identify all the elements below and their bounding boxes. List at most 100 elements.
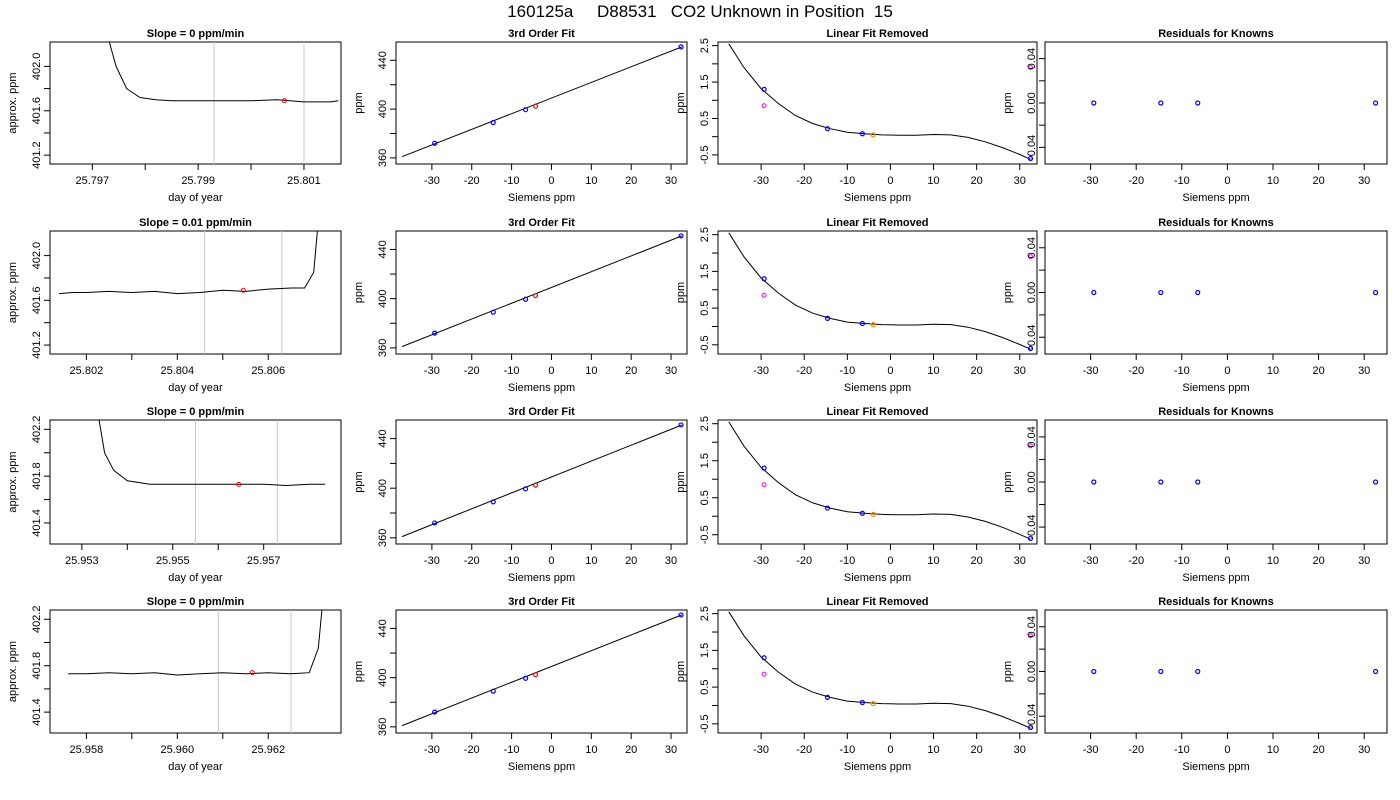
known-point — [522, 107, 529, 113]
y-tick-label: 401.4 — [31, 698, 43, 726]
y-tick-label: 2.5 — [699, 38, 711, 53]
y-axis-label: ppm — [1002, 282, 1014, 303]
panel-title: 3rd Order Fit — [508, 596, 575, 608]
x-tick-label: -20 — [796, 555, 812, 567]
known-point — [761, 276, 767, 282]
known-point — [1372, 668, 1379, 675]
y-axis-label: approx. ppm — [7, 451, 19, 512]
y-tick-label: 401.8 — [31, 462, 43, 490]
y-tick-label: 400 — [377, 289, 389, 307]
x-tick-label: 25.806 — [251, 365, 285, 377]
fit-curve — [728, 421, 1031, 540]
x-axis-label: Siemens ppm — [844, 382, 911, 394]
known-point — [678, 44, 684, 50]
x-tick-label: 25.960 — [160, 744, 194, 756]
y-tick-label: -0.5 — [699, 335, 711, 354]
y-tick-label: 0.5 — [699, 111, 711, 126]
y-tick-label: 402.2 — [31, 416, 43, 444]
x-tick-label: 30 — [665, 555, 677, 567]
known-point — [432, 330, 438, 336]
y-tick-label: 0.00 — [1026, 92, 1038, 113]
x-axis-label: Siemens ppm — [1182, 382, 1249, 394]
panel: 3rd Order Fit Siemens ppm ppm -30 -20 -10 0 10 2… — [353, 596, 688, 773]
plot-data — [401, 44, 684, 158]
y-axis-label: ppm — [353, 471, 365, 492]
x-tick-label: -20 — [1128, 555, 1144, 567]
x-tick-label: 10 — [927, 744, 939, 756]
fit-line — [401, 235, 682, 348]
offset-point — [1028, 633, 1034, 639]
x-tick-label: 10 — [927, 555, 939, 567]
x-tick-label: -30 — [1083, 744, 1099, 756]
plot-data — [401, 612, 684, 727]
y-tick-label: 0.04 — [1026, 616, 1038, 637]
y-tick-label: 401.8 — [31, 652, 43, 680]
x-tick-label: 20 — [971, 175, 983, 187]
x-tick-label: -30 — [424, 175, 440, 187]
x-tick-label: 0 — [887, 175, 893, 187]
x-tick-label: 10 — [1267, 744, 1279, 756]
panel: Slope = 0.01 ppm/min day of year approx. p… — [7, 217, 342, 394]
y-tick-label: 0.5 — [699, 490, 711, 505]
x-tick-label: -30 — [753, 555, 769, 567]
y-tick-label: 0.5 — [699, 679, 711, 694]
y-tick-label: 2.5 — [699, 227, 711, 242]
known-point — [1195, 100, 1201, 106]
x-tick-label: 20 — [1312, 175, 1324, 187]
x-tick-label: -30 — [424, 555, 440, 567]
panel: Residuals for Knowns Siemens ppm ppm -30 -20… — [1002, 217, 1388, 394]
sample-point — [532, 292, 539, 299]
x-tick-label: 25.955 — [156, 555, 190, 567]
y-tick-label: 400 — [377, 479, 389, 497]
sample-marker — [236, 481, 242, 487]
plot-frame — [717, 230, 1038, 355]
x-tick-label: 10 — [927, 365, 939, 377]
known-point — [761, 655, 767, 661]
known-point — [522, 675, 529, 681]
x-tick-label: 30 — [1014, 365, 1026, 377]
x-tick-label: 20 — [1312, 555, 1324, 567]
series-line — [98, 420, 326, 487]
x-tick-label: 0 — [887, 365, 893, 377]
panel-title: Slope = 0 ppm/min — [147, 28, 245, 40]
panel: Linear Fit Removed Siemens ppm ppm -30 -20 -1… — [675, 28, 1038, 204]
panel-title: Slope = 0.01 ppm/min — [139, 217, 252, 229]
sample-marker — [240, 287, 246, 293]
panel-title: 3rd Order Fit — [508, 28, 575, 40]
y-tick-label: 440 — [377, 429, 389, 447]
offset-point — [1028, 254, 1034, 260]
x-tick-label: 20 — [625, 365, 637, 377]
known-point — [859, 131, 866, 137]
x-tick-label: -20 — [464, 365, 480, 377]
known-point — [432, 520, 438, 526]
sample-marker — [249, 670, 255, 676]
plot-frame — [395, 230, 688, 355]
known-point — [1158, 289, 1164, 296]
plot-data — [98, 420, 326, 544]
y-tick-label: 2.5 — [699, 606, 711, 621]
y-axis-label: ppm — [1002, 471, 1014, 492]
y-axis-label: approx. ppm — [7, 72, 19, 133]
x-tick-label: -30 — [1083, 175, 1099, 187]
x-tick-label: 0 — [548, 744, 554, 756]
y-tick-label: -0.04 — [1026, 325, 1038, 350]
known-point — [490, 309, 496, 315]
y-tick-label: 402.0 — [31, 242, 43, 270]
x-tick-label: 30 — [1014, 744, 1026, 756]
known-point — [824, 505, 831, 511]
plot-data — [59, 231, 318, 354]
x-tick-label: 30 — [1014, 175, 1026, 187]
fit-curve — [728, 232, 1031, 350]
unknown-point — [870, 511, 876, 517]
known-point — [1372, 100, 1379, 106]
x-tick-label: 30 — [665, 744, 677, 756]
y-tick-label: 401.6 — [31, 97, 43, 125]
panel-title: Slope = 0 ppm/min — [147, 406, 245, 418]
y-tick-label: 401.6 — [31, 287, 43, 315]
unknown-point — [870, 701, 876, 707]
panel-title: Linear Fit Removed — [826, 28, 928, 40]
plot-frame — [49, 230, 342, 355]
x-tick-label: 25.962 — [251, 744, 285, 756]
x-axis-label: day of year — [168, 761, 223, 773]
x-tick-label: -10 — [504, 744, 520, 756]
